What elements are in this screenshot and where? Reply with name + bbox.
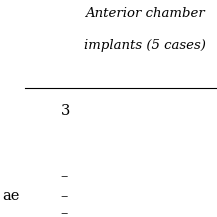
Text: –: – <box>61 169 68 183</box>
Text: implants (5 cases): implants (5 cases) <box>84 39 206 52</box>
Text: Anterior chamber: Anterior chamber <box>85 7 205 20</box>
Text: 3: 3 <box>61 104 70 118</box>
Text: –: – <box>61 189 68 203</box>
Text: –: – <box>61 206 68 217</box>
Text: ae: ae <box>2 189 20 203</box>
